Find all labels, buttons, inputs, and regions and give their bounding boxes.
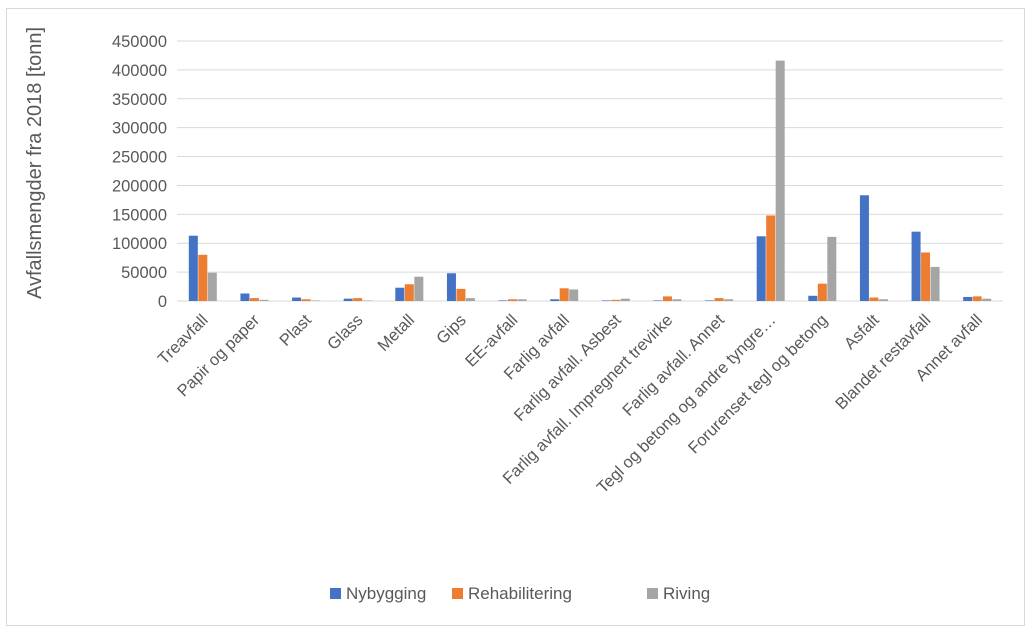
y-axis-label: Avfallsmengder fra 2018 [tonn] <box>24 27 46 299</box>
bar-riving <box>569 289 579 301</box>
bar-riving <box>465 298 475 301</box>
bar-rehabilitering <box>869 297 879 301</box>
y-tick-label: 50000 <box>121 264 167 282</box>
legend-swatch-riving <box>647 588 658 599</box>
bar-nybygging <box>395 287 405 301</box>
bar-rehabilitering <box>559 288 569 301</box>
bar-riving <box>827 236 837 301</box>
legend-swatch-rehabilitering <box>452 588 463 599</box>
y-tick-label: 200000 <box>112 177 167 195</box>
bar-rehabilitering <box>662 296 672 301</box>
bar-nybygging <box>188 235 198 301</box>
bar-riving <box>517 299 527 301</box>
bar-nybygging <box>498 300 508 301</box>
bar-nybygging <box>240 293 250 301</box>
y-tick-labels: 0 50000 100000 150000 200000 250000 300000 3500… <box>112 33 167 311</box>
x-tick-label: Blandet restavfall <box>832 311 934 413</box>
bar-rehabilitering <box>817 283 827 301</box>
bar-riving <box>259 299 269 301</box>
bar-riving <box>724 299 734 301</box>
bar-rehabilitering <box>404 284 414 301</box>
bar-nybygging <box>601 300 611 301</box>
y-tick-label: 400000 <box>112 62 167 80</box>
y-tick-label: 300000 <box>112 120 167 138</box>
bar-nybygging <box>343 298 353 301</box>
legend-label-rehabilitering: Rehabilitering <box>468 584 572 603</box>
bar-rehabilitering <box>921 252 931 301</box>
x-tick-label: Metall <box>374 311 418 355</box>
bar-riving <box>620 298 630 301</box>
gridlines <box>177 40 1003 302</box>
bar-nybygging <box>705 300 715 301</box>
bar-riving <box>414 276 424 301</box>
y-tick-label: 350000 <box>112 91 167 109</box>
legend-swatch-nybygging <box>330 588 341 599</box>
bar-nybygging <box>963 296 973 301</box>
bar-riving <box>207 272 217 301</box>
bar-riving <box>362 300 372 301</box>
bar-nybygging <box>292 297 302 301</box>
bar-nybygging <box>550 299 560 301</box>
bar-rehabilitering <box>766 215 776 301</box>
legend: Nybygging Rehabilitering Riving <box>330 584 710 603</box>
bar-riving <box>775 60 785 302</box>
bar-nybygging <box>808 295 818 301</box>
x-tick-label: Plast <box>276 311 315 350</box>
bar-nybygging <box>911 231 921 301</box>
bar-rehabilitering <box>353 298 363 301</box>
bar-nybygging <box>859 195 869 301</box>
x-tick-label: Glass <box>324 311 367 354</box>
chart-frame <box>6 8 1025 626</box>
bar-rehabilitering <box>508 299 518 301</box>
bar-nybygging <box>756 236 766 301</box>
y-tick-label: 0 <box>158 293 167 311</box>
y-tick-label: 250000 <box>112 149 167 167</box>
bar-rehabilitering <box>714 298 724 301</box>
bar-nybygging <box>653 300 663 301</box>
bar-rehabilitering <box>301 299 311 301</box>
bars <box>188 60 992 302</box>
y-tick-label: 450000 <box>112 33 167 51</box>
bar-nybygging <box>446 273 456 301</box>
bar-riving <box>672 299 682 301</box>
bar-riving <box>930 266 940 301</box>
legend-label-riving: Riving <box>663 584 710 603</box>
bar-rehabilitering <box>249 298 259 301</box>
bar-riving <box>982 298 992 301</box>
bar-riving <box>878 299 888 301</box>
bar-riving <box>311 300 321 301</box>
bar-rehabilitering <box>972 296 982 301</box>
x-tick-label: Gips <box>433 311 470 348</box>
legend-label-nybygging: Nybygging <box>346 584 426 603</box>
y-tick-label: 100000 <box>112 235 167 253</box>
y-tick-label: 150000 <box>112 206 167 224</box>
x-tick-label: Asfalt <box>841 311 883 353</box>
bar-rehabilitering <box>611 299 621 301</box>
bar-rehabilitering <box>198 254 208 301</box>
bar-rehabilitering <box>456 288 466 301</box>
